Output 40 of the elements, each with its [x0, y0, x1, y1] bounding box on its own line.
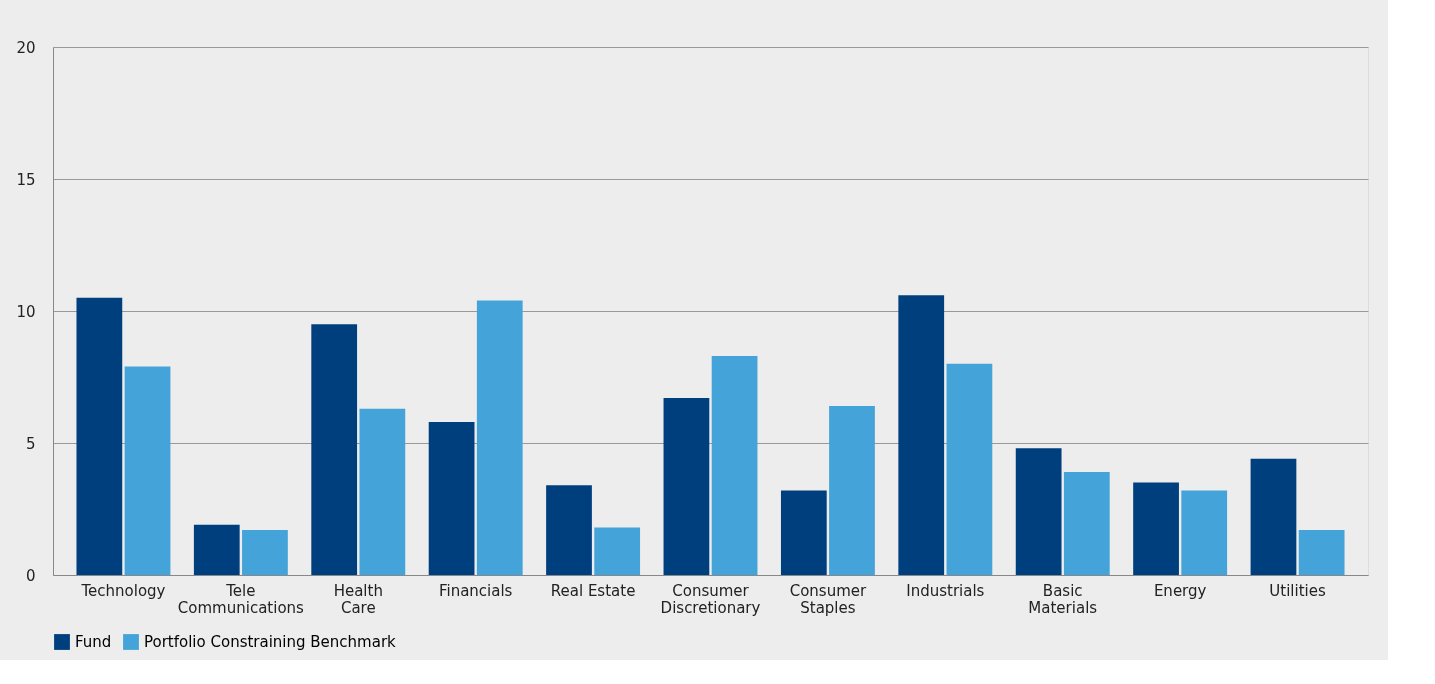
bar — [780, 490, 827, 575]
y-tick-label: 5 — [25, 434, 36, 453]
y-tick-label: 15 — [16, 170, 36, 189]
bar — [1250, 458, 1297, 575]
legend-label: Portfolio Constraining Benchmark — [144, 633, 397, 651]
bar — [946, 363, 993, 575]
x-tick-label: Utilities — [1269, 581, 1326, 600]
x-tick-label: Real Estate — [550, 581, 636, 600]
bar — [76, 297, 123, 575]
x-tick-label: Basic Materials — [1028, 581, 1098, 617]
x-tick-label: Tele Communications — [177, 581, 305, 617]
bar — [193, 524, 240, 575]
x-tick-label: Financials — [438, 581, 513, 600]
y-tick-label: 10 — [16, 302, 36, 321]
bar — [359, 408, 406, 575]
legend-label: Fund — [75, 633, 112, 651]
x-tick-label: Industrials — [906, 581, 985, 600]
bar — [594, 527, 641, 575]
bar — [124, 366, 171, 575]
bar — [1133, 482, 1179, 575]
bar — [1015, 448, 1062, 575]
bar — [711, 355, 758, 575]
bar — [476, 300, 523, 575]
bar — [546, 485, 592, 575]
x-tick-label: Energy — [1153, 581, 1207, 600]
x-tick-label: Health Care — [333, 581, 383, 617]
x-tick-label: Consumer Discretionary — [660, 581, 761, 617]
bar — [1063, 472, 1110, 575]
bar — [242, 530, 288, 575]
bar — [1298, 530, 1345, 575]
x-tick-label: Technology — [80, 581, 166, 600]
bar — [663, 398, 710, 575]
x-tick-label: Consumer Staples — [789, 581, 867, 617]
bar — [829, 406, 875, 575]
y-tick-label: 20 — [16, 38, 36, 57]
bar — [428, 421, 475, 575]
bar — [311, 324, 358, 575]
bar — [1181, 490, 1228, 575]
y-tick-label: 0 — [25, 566, 36, 585]
bar — [898, 295, 945, 575]
